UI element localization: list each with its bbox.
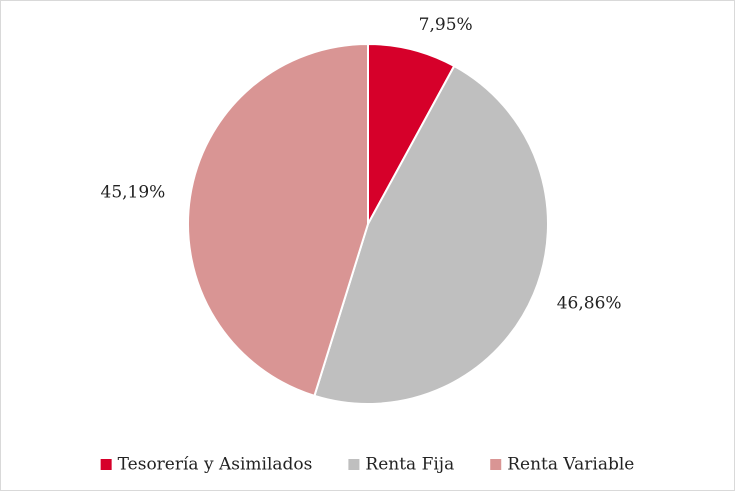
data-label: 45,19%: [101, 183, 166, 203]
data-label: 7,95%: [419, 15, 473, 35]
pie-slice: [313, 64, 549, 405]
pie-slice: [367, 42, 456, 225]
legend-swatch: [100, 459, 112, 470]
legend-label: Tesorería y Asimilados: [118, 455, 313, 475]
legend-label: Renta Fija: [365, 455, 454, 475]
pie-slice: [187, 42, 369, 398]
legend-swatch: [490, 459, 502, 470]
data-label: 46,86%: [557, 293, 622, 313]
legend-swatch: [348, 459, 360, 470]
legend-label: Renta Variable: [507, 455, 634, 475]
